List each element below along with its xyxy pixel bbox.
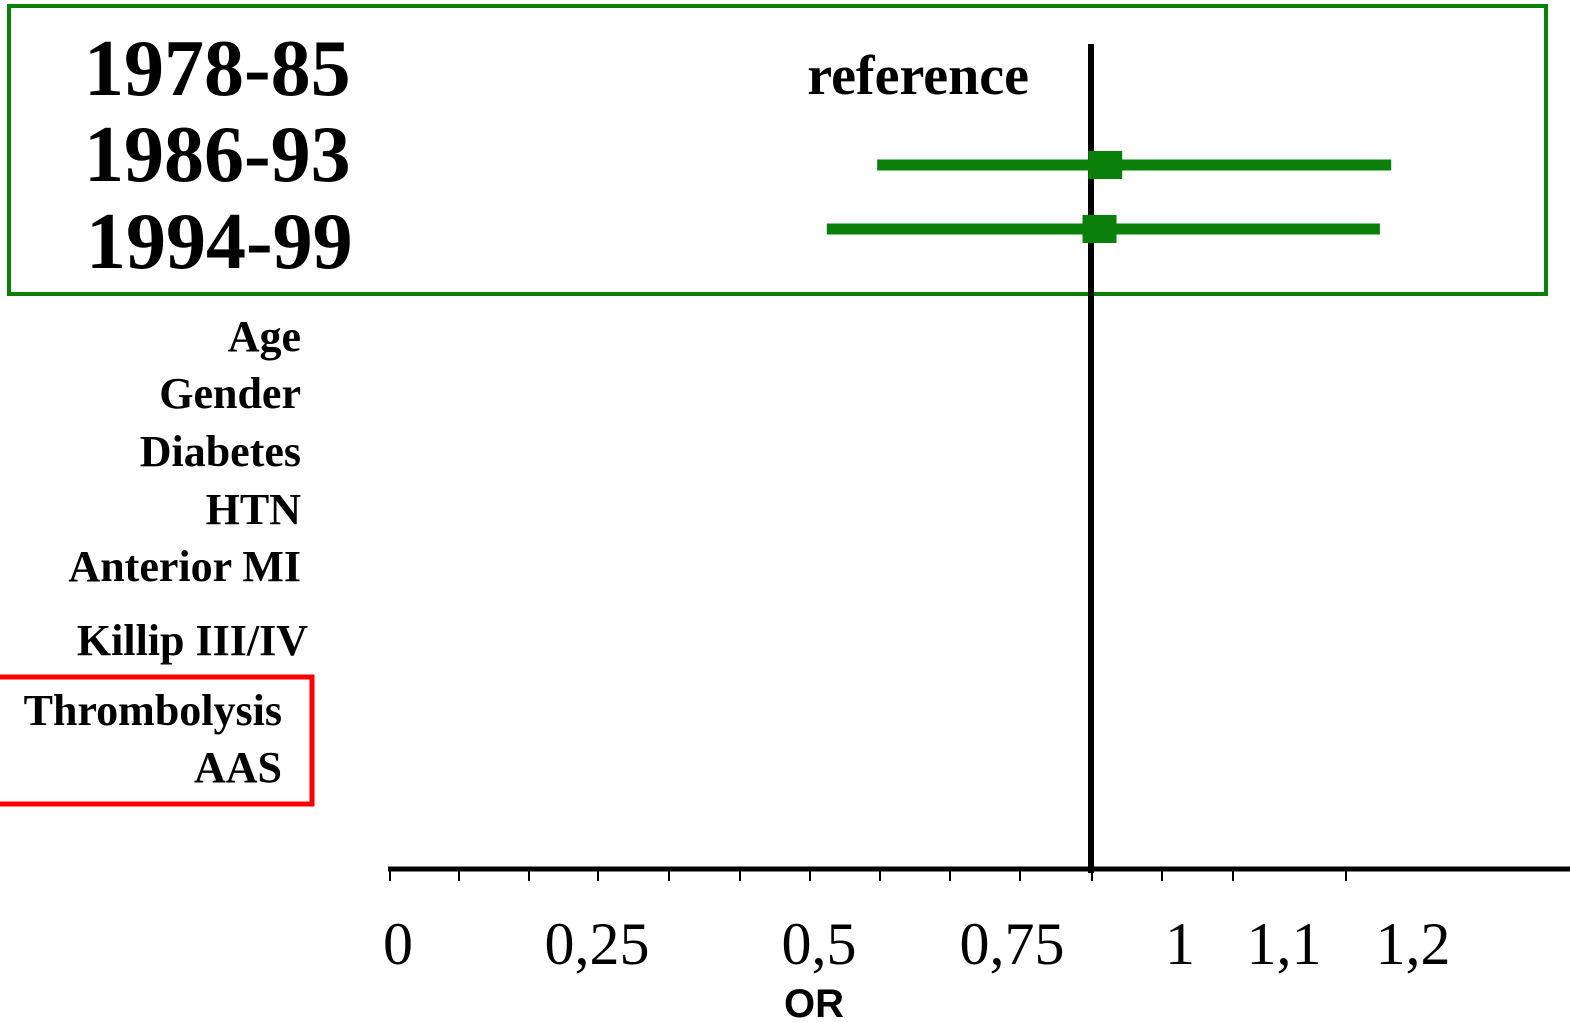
x-tick-label: 0 (383, 911, 413, 977)
variable-label-aas: AAS (194, 743, 282, 792)
highlight-box (0, 674, 315, 807)
reference-label: reference (807, 45, 1029, 107)
point-estimate (1082, 215, 1117, 243)
variable-label-diabetes: Diabetes (140, 427, 301, 476)
x-tick-label: 0,25 (545, 911, 650, 977)
variable-label-gender: Gender (159, 369, 301, 418)
point-estimate (1088, 151, 1123, 179)
chart-marks: 0 0,25 0,5 0,75 1 1,1 1,2 (383, 44, 1570, 977)
variable-label-thrombolysis: Thrombolysis (24, 686, 282, 735)
variable-label-age: Age (228, 312, 301, 361)
period-label-1986-93: 1986-93 (84, 111, 351, 199)
x-tick-label: 1,1 (1247, 911, 1322, 977)
period-label-1994-99: 1994-99 (86, 198, 353, 286)
variable-label-anterior-mi: Anterior MI (68, 542, 301, 591)
x-axis-title: OR (784, 982, 844, 1022)
x-tick-label: 1,2 (1376, 911, 1451, 977)
period-box (7, 4, 1548, 296)
x-tick-label: 0,5 (782, 911, 857, 977)
variable-label-killip: Killip III/IV (77, 616, 308, 665)
period-label-1978-85: 1978-85 (84, 25, 351, 113)
variable-label-htn: HTN (206, 485, 302, 534)
x-tick-label: 0,75 (960, 911, 1065, 977)
x-tick-label: 1 (1165, 911, 1195, 977)
